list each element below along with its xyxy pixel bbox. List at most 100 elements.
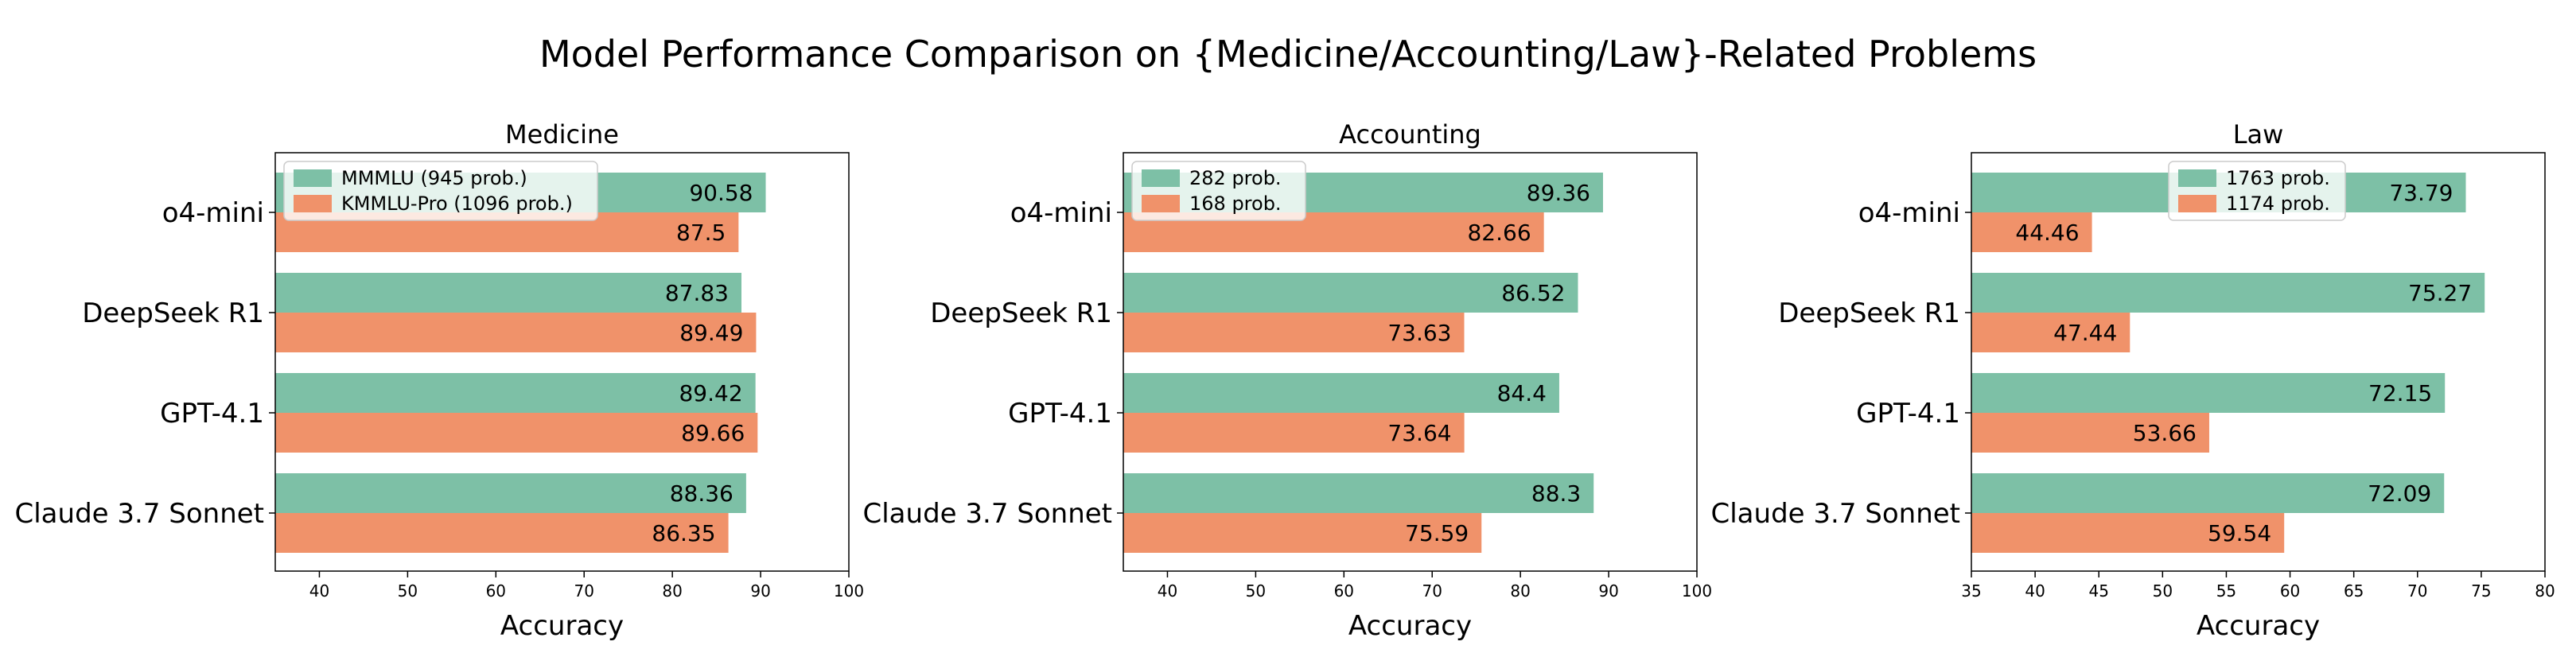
panel-title: Medicine bbox=[505, 119, 619, 150]
category-label: Claude 3.7 Sonnet bbox=[863, 498, 1113, 530]
bar bbox=[1971, 273, 2485, 313]
legend-swatch bbox=[294, 169, 332, 187]
x-axis-label: Accuracy bbox=[500, 610, 624, 642]
bar-value-label: 90.58 bbox=[689, 180, 753, 206]
x-tick-label: 60 bbox=[1334, 581, 1354, 601]
bar-value-label: 53.66 bbox=[2133, 420, 2197, 446]
legend-label: 282 prob. bbox=[1189, 167, 1282, 189]
bar-value-label: 73.79 bbox=[2389, 180, 2453, 206]
bar bbox=[1123, 473, 1594, 513]
legend-swatch bbox=[2178, 169, 2216, 187]
category-label: Claude 3.7 Sonnet bbox=[1711, 498, 1961, 530]
x-tick-label: 40 bbox=[1158, 581, 1177, 601]
x-tick-label: 50 bbox=[2153, 581, 2173, 601]
category-label: o4-mini bbox=[1858, 197, 1960, 229]
category-label: Claude 3.7 Sonnet bbox=[15, 498, 265, 530]
panel-accounting: 89.36 82.66 o4-mini 86.52 73.63 DeepSeek R1 84… bbox=[863, 119, 1713, 642]
legend-swatch bbox=[294, 195, 332, 212]
x-tick-label: 40 bbox=[309, 581, 329, 601]
bar-value-label: 89.49 bbox=[679, 320, 743, 346]
bar-value-label: 73.63 bbox=[1387, 320, 1451, 346]
bar-value-label: 87.83 bbox=[665, 280, 729, 306]
bar bbox=[1123, 513, 1482, 553]
legend-box bbox=[283, 161, 598, 221]
panel-medicine: 90.58 87.5 o4-mini 87.83 89.49 DeepSeek R1 89.… bbox=[15, 119, 865, 642]
bar-value-label: 72.15 bbox=[2368, 380, 2432, 406]
x-tick-label: 80 bbox=[1510, 581, 1530, 601]
legend-swatch bbox=[1142, 195, 1180, 212]
legend-label: MMMLU (945 prob.) bbox=[341, 167, 527, 189]
bar-value-label: 86.35 bbox=[652, 520, 715, 546]
x-tick-label: 50 bbox=[398, 581, 418, 601]
bar-value-label: 72.09 bbox=[2368, 480, 2431, 507]
x-tick-label: 90 bbox=[1598, 581, 1618, 601]
bar bbox=[275, 273, 742, 313]
bar-value-label: 84.4 bbox=[1497, 380, 1547, 406]
bar bbox=[1971, 313, 2130, 352]
legend: MMMLU (945 prob.) KMMLU-Pro (1096 prob.) bbox=[283, 161, 598, 221]
legend-label: KMMLU-Pro (1096 prob.) bbox=[341, 192, 573, 215]
panel-title: Law bbox=[2233, 119, 2284, 150]
panel-law: 73.79 44.46 o4-mini 75.27 47.44 DeepSeek R1 72… bbox=[1711, 119, 2555, 642]
category-label: DeepSeek R1 bbox=[1778, 297, 1960, 329]
x-tick-label: 90 bbox=[750, 581, 770, 601]
x-tick-label: 65 bbox=[2344, 581, 2364, 601]
x-tick-label: 80 bbox=[2535, 581, 2555, 601]
x-tick-label: 80 bbox=[662, 581, 682, 601]
x-tick-label: 50 bbox=[1246, 581, 1266, 601]
bar-value-label: 89.42 bbox=[679, 380, 742, 406]
legend-label: 168 prob. bbox=[1189, 192, 1282, 215]
bar-value-label: 44.46 bbox=[2015, 220, 2079, 246]
x-tick-label: 40 bbox=[2025, 581, 2045, 601]
bar-value-label: 88.36 bbox=[670, 480, 733, 507]
bar-value-label: 59.54 bbox=[2208, 520, 2271, 546]
bar-value-label: 75.27 bbox=[2408, 280, 2472, 306]
bar bbox=[1123, 273, 1578, 313]
x-tick-label: 60 bbox=[486, 581, 506, 601]
bar-value-label: 86.52 bbox=[1501, 280, 1565, 306]
axes-frame bbox=[1971, 152, 2546, 572]
x-axis-label: Accuracy bbox=[2197, 610, 2320, 642]
category-label: o4-mini bbox=[162, 197, 264, 229]
legend-swatch bbox=[2178, 195, 2216, 212]
panel-title: Accounting bbox=[1339, 119, 1481, 150]
bar bbox=[275, 373, 756, 413]
bar bbox=[1123, 313, 1465, 352]
category-label: GPT-4.1 bbox=[1008, 398, 1112, 430]
axes-frame bbox=[1123, 152, 1698, 572]
bar bbox=[275, 513, 729, 553]
bar-value-label: 75.59 bbox=[1405, 520, 1469, 546]
legend-label: 1763 prob. bbox=[2226, 167, 2330, 189]
bar bbox=[1971, 473, 2445, 513]
x-axis-label: Accuracy bbox=[1348, 610, 1472, 642]
x-tick-label: 100 bbox=[834, 581, 864, 601]
bar-value-label: 82.66 bbox=[1467, 220, 1531, 246]
x-tick-label: 60 bbox=[2280, 581, 2300, 601]
category-label: DeepSeek R1 bbox=[82, 297, 264, 329]
bar bbox=[1971, 212, 2092, 252]
x-tick-label: 70 bbox=[1422, 581, 1442, 601]
bar bbox=[275, 413, 758, 453]
axes-frame bbox=[274, 152, 850, 572]
x-tick-label: 70 bbox=[2407, 581, 2427, 601]
bar bbox=[1971, 413, 2209, 453]
bar-value-label: 47.44 bbox=[2053, 320, 2117, 346]
bar bbox=[1971, 513, 2285, 553]
bar bbox=[1971, 373, 2446, 413]
category-label: o4-mini bbox=[1010, 197, 1112, 229]
bar bbox=[1123, 413, 1465, 453]
legend-swatch bbox=[1142, 169, 1180, 187]
legend-label: 1174 prob. bbox=[2226, 192, 2330, 215]
bar-value-label: 87.5 bbox=[676, 220, 726, 246]
bar bbox=[275, 313, 757, 352]
category-label: DeepSeek R1 bbox=[930, 297, 1112, 329]
figure-title: Model Performance Comparison on {Medicin… bbox=[539, 33, 2037, 76]
x-tick-label: 55 bbox=[2216, 581, 2236, 601]
category-label: GPT-4.1 bbox=[1856, 398, 1960, 430]
x-tick-label: 100 bbox=[1682, 581, 1712, 601]
bar bbox=[275, 473, 746, 513]
bar bbox=[1123, 373, 1559, 413]
x-tick-label: 45 bbox=[2088, 581, 2108, 601]
x-tick-label: 35 bbox=[1961, 581, 1981, 601]
